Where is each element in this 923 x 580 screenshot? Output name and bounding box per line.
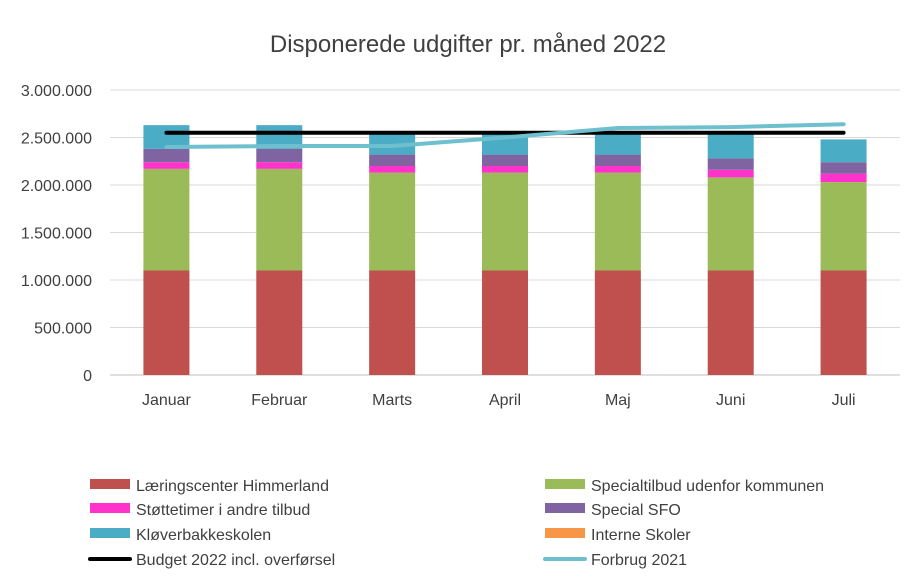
legend-swatch — [90, 503, 130, 513]
x-tick-label: Marts — [372, 392, 412, 409]
bar-segment — [594, 270, 641, 375]
bar-segment — [594, 154, 641, 166]
x-tick-label: Juli — [832, 392, 856, 409]
bar-segment — [482, 166, 528, 173]
bar-segment — [256, 148, 303, 163]
bar-segment — [143, 168, 190, 271]
bar-segment — [707, 169, 754, 178]
y-axis: 0 500.000 1.000.000 1.500.000 2.000.000 2.500… — [21, 83, 92, 385]
bar-segment — [256, 168, 303, 271]
legend-label: Special SFO — [591, 502, 681, 519]
legend-swatch — [545, 528, 585, 538]
x-tick-label: Maj — [605, 392, 631, 409]
bar-segment — [143, 270, 190, 375]
x-tick-label: Februar — [251, 392, 308, 409]
bar-segment — [256, 162, 303, 169]
x-tick-label: Juni — [716, 392, 745, 409]
bar-segment — [369, 154, 416, 166]
x-tick-label: Januar — [142, 392, 192, 409]
bar-segment — [143, 162, 190, 169]
series-line — [164, 122, 846, 149]
legend-label: Kløverbakkeskolen — [136, 527, 271, 544]
bar-segment — [820, 270, 867, 375]
bar-segment — [707, 133, 754, 159]
bar-segment — [820, 182, 867, 271]
legend-label: Læringscenter Himmerland — [136, 478, 329, 495]
y-tick-label: 2.000.000 — [21, 178, 92, 195]
bar-segment — [594, 172, 641, 271]
legend-swatch — [545, 479, 585, 489]
bar-segment — [369, 172, 416, 271]
legend: Læringscenter Himmerland Specialtilbud ud… — [88, 478, 824, 569]
bar-segment — [594, 132, 641, 155]
bar-segment — [820, 139, 867, 163]
y-tick-label: 3.000.000 — [21, 83, 92, 100]
bar-segment — [707, 177, 754, 271]
bars — [143, 125, 867, 375]
y-tick-label: 1.000.000 — [21, 273, 92, 290]
chart-title: Disponerede udgifter pr. måned 2022 — [270, 31, 666, 58]
y-tick-label: 0 — [83, 368, 92, 385]
bar-segment — [369, 132, 416, 155]
x-axis: Januar Februar Marts April Maj Juni Juli — [142, 392, 856, 409]
y-tick-label: 500.000 — [34, 321, 92, 338]
legend-label: Budget 2022 incl. overførsel — [136, 552, 335, 569]
legend-label: Støttetimer i andre tilbud — [136, 502, 310, 519]
bar-segment — [256, 270, 303, 375]
bar-segment — [369, 270, 416, 375]
legend-swatch — [90, 479, 130, 489]
y-tick-label: 2.500.000 — [21, 131, 92, 148]
legend-label: Interne Skoler — [591, 527, 691, 544]
bar-segment — [707, 158, 754, 170]
bar-segment — [482, 270, 528, 375]
bar-segment — [820, 173, 867, 183]
x-tick-label: April — [489, 392, 521, 409]
legend-swatch — [90, 528, 130, 538]
bar-segment — [143, 148, 190, 163]
bar-segment — [482, 172, 528, 271]
bar-segment — [820, 162, 867, 174]
legend-label: Specialtilbud udenfor kommunen — [591, 478, 824, 495]
legend-swatch — [545, 503, 585, 513]
bar-segment — [594, 166, 641, 173]
y-tick-label: 1.500.000 — [21, 226, 92, 243]
bar-segment — [482, 154, 528, 166]
bar-segment — [369, 166, 416, 173]
legend-label: Forbrug 2021 — [591, 552, 687, 569]
series-lines — [164, 122, 846, 149]
bar-segment — [707, 270, 754, 375]
